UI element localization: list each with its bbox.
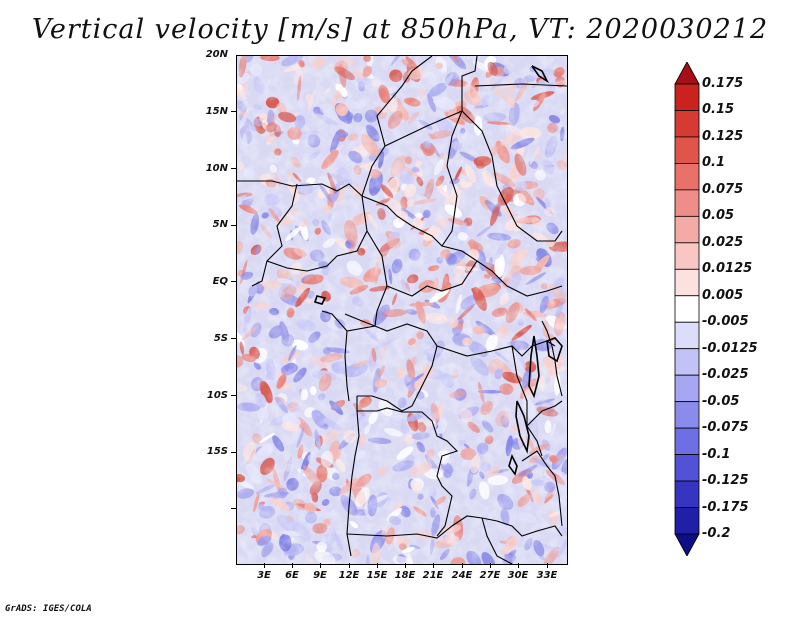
colorbar-bin [674,321,700,350]
lat-tick [231,452,236,453]
colorbar-label: 0.15 [702,102,735,118]
colorbar-bin [674,480,700,508]
colorbar-bin [674,454,700,482]
colorbar-bin [674,242,700,270]
colorbar-bin [674,62,700,85]
colorbar-label: 0.175 [702,76,744,91]
lon-tick [462,563,463,568]
colorbar-label: 0.05 [702,208,735,224]
colorbar-bin [674,268,700,297]
lat-tick [231,281,236,282]
lon-label-9e: 9E [313,570,327,581]
lake-and-coast-outlines [313,65,563,476]
lat-label-eq: EQ [212,276,228,287]
lon-tick [320,563,321,568]
lat-tick [231,225,236,226]
lon-label-6e: 6E [285,570,299,581]
colorbar-label: 0.025 [702,234,744,250]
lat-tick [231,168,236,169]
lon-label-21e: 21E [422,570,444,581]
colorbar-bin [674,83,700,111]
lon-label-15e: 15E [366,570,388,581]
colorbar-label: -0.05 [702,393,740,409]
colorbar-label: -0.075 [702,420,749,436]
lat-tick [231,395,236,396]
colorbar-bin [674,136,700,164]
lat-label-10n: 10N [205,163,228,174]
lon-tick [405,563,406,568]
velocity-map [236,55,568,565]
colorbar-bin [674,348,700,376]
lon-tick [518,563,519,568]
chart-title: Vertical velocity [m/s] at 850hPa, VT: 2… [31,14,769,45]
lat-label-5s: 5S [213,333,228,344]
colorbar-label: 0.075 [702,181,744,197]
lon-tick [292,563,293,568]
colorbar-label: -0.0125 [702,340,758,356]
colorbar-bin [674,507,700,535]
colorbar-bin [674,189,700,217]
colorbar-bin [674,427,700,455]
colorbar-bin [674,374,700,403]
credit-text: GrADS: IGES/COLA [5,604,92,614]
lon-tick [433,563,434,568]
colorbar-label: -0.175 [702,499,749,515]
colorbar-label: -0.125 [702,473,749,489]
lon-label-24e: 24E [451,570,473,581]
colorbar-bin [674,533,700,556]
lat-tick [231,508,236,509]
colorbar-label: -0.005 [702,314,749,330]
colorbar-bin [674,215,700,244]
lon-label-3e: 3E [257,570,271,581]
velocity-field [237,56,567,564]
colorbar-label: -0.025 [702,367,749,383]
lat-label-15n: 15N [205,106,228,117]
colorbar-label: -0.1 [702,446,731,462]
colorbar-bin [674,295,700,323]
colorbar-bin [674,401,700,429]
lat-label-10s: 10S [206,390,228,401]
lon-tick [547,563,548,568]
lon-label-27e: 27E [479,570,501,581]
lat-label-15s: 15S [206,446,228,457]
colorbar [674,62,700,556]
colorbar-label: -0.2 [702,526,731,541]
country-borders [237,56,567,564]
lon-tick [349,563,350,568]
colorbar-label: 0.1 [702,155,726,171]
colorbar-label: 0.125 [702,128,744,144]
lon-label-33e: 33E [536,570,558,581]
lon-tick [264,563,265,568]
lat-label-5n: 5N [212,219,228,230]
lon-label-12e: 12E [338,570,360,581]
colorbar-label: 0.0125 [702,261,753,277]
lat-tick [231,338,236,339]
lon-label-18e: 18E [394,570,416,581]
lon-tick [490,563,491,568]
lon-label-30e: 30E [507,570,529,581]
colorbar-bin [674,163,700,191]
colorbar-label: 0.005 [702,287,744,303]
lat-label-20n: 20N [205,49,228,60]
lon-tick [377,563,378,568]
lat-tick [231,111,236,112]
colorbar-bin [674,110,700,138]
